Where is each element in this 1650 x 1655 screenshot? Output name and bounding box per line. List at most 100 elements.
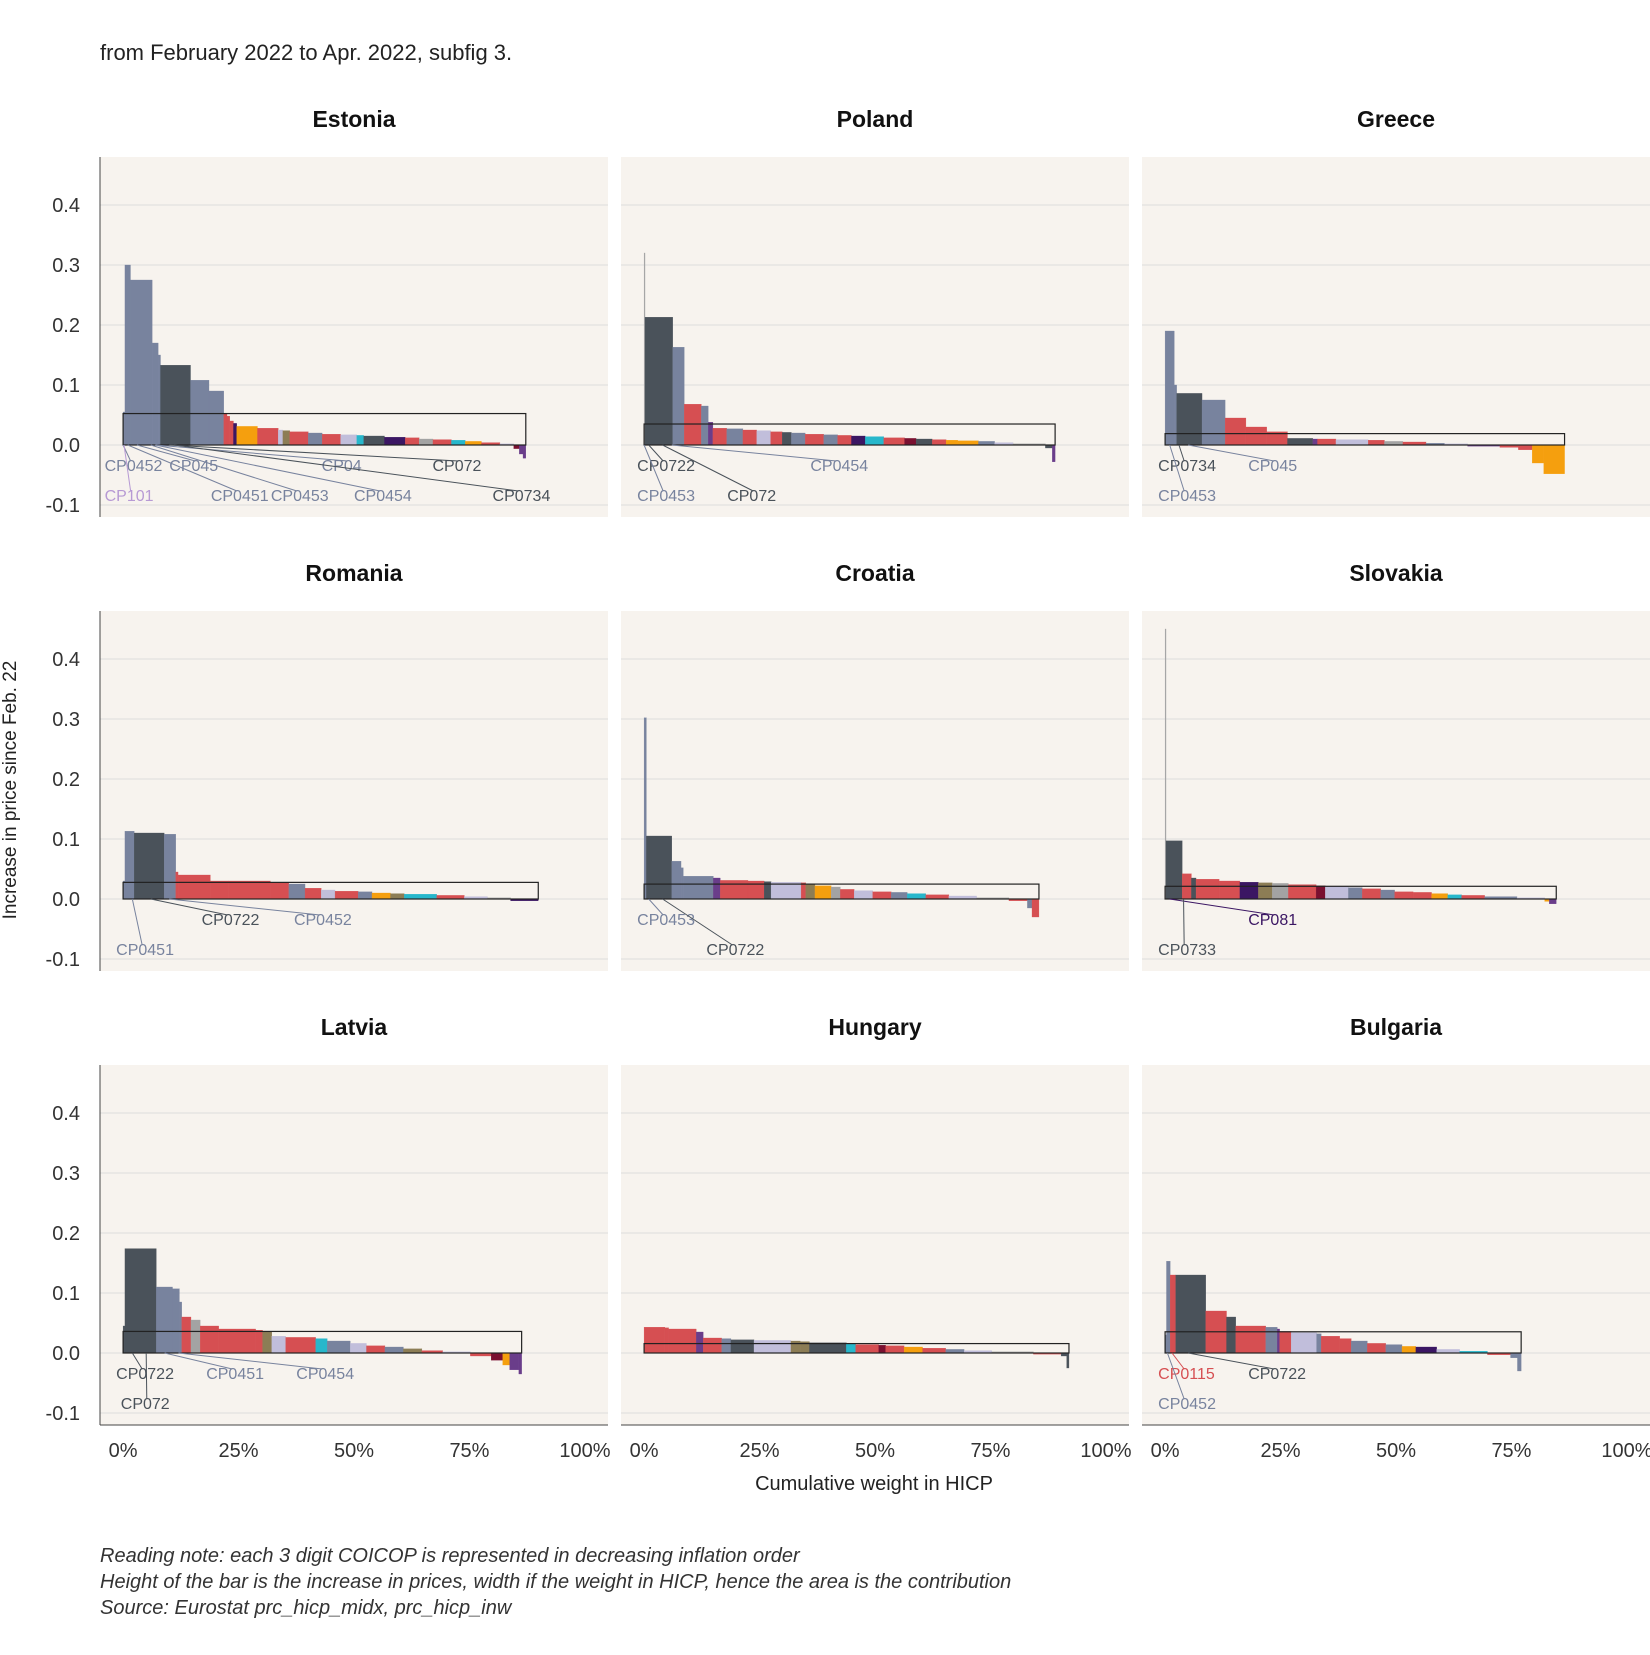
bar	[405, 437, 420, 446]
coicop-label: CP0722	[116, 1366, 174, 1383]
bar	[384, 1346, 404, 1354]
panel-background	[1142, 611, 1650, 971]
bar	[257, 428, 279, 446]
total-outline	[643, 423, 1056, 446]
panel-background	[1142, 157, 1650, 517]
bar	[1224, 417, 1247, 446]
panel-romania: Romania 0.4 0.3 0.2 0.1 0.0 -0.1 CP0722 CP0452 CP…	[46, 560, 608, 971]
bar	[1380, 889, 1395, 900]
panel-background	[621, 611, 1129, 971]
bar	[282, 430, 290, 446]
bar	[1362, 888, 1381, 900]
bar-explanation-note: Height of the bar is the increase in pri…	[100, 1571, 1011, 1593]
coicop-label: CP0453	[637, 488, 695, 505]
bar	[756, 430, 771, 446]
label-leader-line	[648, 898, 664, 916]
x-tick-label: 0%	[109, 1440, 138, 1462]
bar	[1175, 1274, 1206, 1354]
bar	[1316, 1333, 1322, 1354]
bar	[124, 264, 131, 446]
x-tick-label: 0%	[630, 1440, 659, 1462]
bar	[840, 889, 855, 900]
bar	[837, 435, 852, 446]
y-tick-label: 0.0	[52, 435, 80, 457]
bar	[321, 434, 341, 446]
bar	[672, 347, 685, 446]
bar	[404, 894, 437, 900]
bar	[218, 1328, 256, 1354]
label-leader-line	[136, 444, 196, 462]
bar	[384, 437, 406, 446]
x-tick-label: 100%	[1080, 1440, 1131, 1462]
bar	[158, 354, 161, 446]
bar	[809, 1342, 847, 1354]
y-tick-label: 0.0	[52, 1343, 80, 1365]
bar	[854, 890, 873, 900]
bar	[922, 1348, 946, 1354]
bar	[1287, 438, 1314, 446]
bar	[643, 717, 647, 900]
bar	[805, 883, 816, 900]
bar	[1532, 444, 1544, 464]
bar	[518, 1352, 522, 1375]
panel-title: Estonia	[312, 106, 395, 132]
bar	[1239, 882, 1259, 900]
bar	[134, 832, 165, 900]
bar	[1191, 877, 1197, 900]
x-tick-label: 75%	[1491, 1440, 1531, 1462]
coicop-label: CP0452	[1158, 1396, 1216, 1413]
bar	[1170, 1274, 1176, 1354]
bar	[1549, 898, 1557, 904]
bar	[883, 437, 905, 446]
source-note: Source: Eurostat prc_hicp_midx, prc_hicp…	[100, 1597, 513, 1619]
coicop-label: CP0454	[354, 488, 412, 505]
bar	[288, 883, 306, 900]
label-leader-line	[169, 444, 459, 462]
bar	[782, 432, 792, 446]
bar	[805, 434, 824, 446]
label-leader-line	[1188, 444, 1275, 462]
y-axis-label: Increase in price since Feb. 22	[0, 661, 21, 920]
bar	[1368, 440, 1385, 446]
bar	[175, 871, 179, 900]
label-leader-line	[123, 444, 132, 492]
label-leader-line	[155, 444, 348, 462]
x-tick-label: 25%	[1261, 1440, 1301, 1462]
bar	[502, 1352, 510, 1366]
y-tick-label: 0.2	[52, 769, 80, 791]
bar	[321, 889, 336, 900]
bar	[770, 431, 783, 446]
bar	[1348, 887, 1363, 900]
panel-grid: Estonia 0.4 0.3 0.2 0.1 0.0 -0.1 CP0452 CP045 CP0…	[46, 106, 1650, 1462]
bar	[742, 429, 757, 446]
bar	[1312, 438, 1318, 446]
bar	[403, 1348, 423, 1354]
bar	[1164, 330, 1175, 446]
bar	[1317, 438, 1337, 446]
chart-subtitle: from February 2022 to Apr. 2022, subfig …	[100, 40, 512, 65]
panel-title: Hungary	[828, 1014, 922, 1040]
label-leader-line	[643, 444, 664, 492]
x-axis-label: Cumulative weight in HICP	[755, 1473, 993, 1495]
bar	[1431, 893, 1448, 900]
bar	[1279, 1331, 1292, 1354]
bar	[418, 438, 434, 446]
bar	[285, 1337, 316, 1354]
panel-slovakia: Slovakia CP081 CP0733	[1142, 560, 1650, 971]
label-leader-line	[671, 444, 837, 462]
label-leader-line	[150, 898, 228, 916]
bar	[680, 867, 684, 900]
bar	[712, 428, 727, 446]
label-leader-line	[1171, 1352, 1185, 1370]
label-leader-line	[1166, 1352, 1185, 1400]
bar	[210, 880, 229, 900]
coicop-label: CP0451	[211, 488, 269, 505]
bar	[152, 342, 159, 446]
bar	[262, 1331, 272, 1354]
bar	[519, 444, 524, 455]
bar	[177, 874, 211, 900]
y-tick-label: 0.4	[52, 195, 80, 217]
bar	[891, 892, 908, 900]
bar	[872, 891, 892, 900]
